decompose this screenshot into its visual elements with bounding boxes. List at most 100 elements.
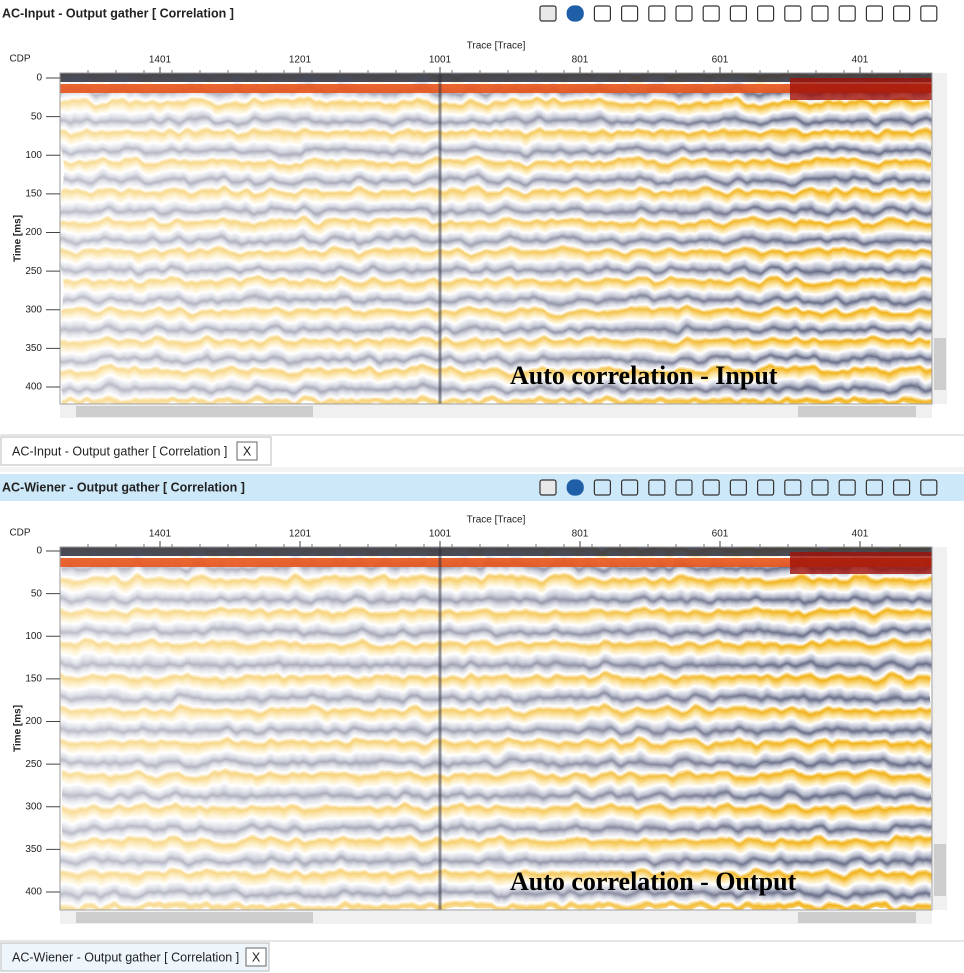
v-scrollbar xyxy=(933,73,947,404)
toolbar-button[interactable] xyxy=(756,479,775,496)
y-tick-label: 50 xyxy=(31,588,43,599)
tab-close-label: X xyxy=(252,950,261,964)
v-scrollbar xyxy=(933,547,947,910)
x-tick-label: 801 xyxy=(572,55,589,66)
x-tick-label: 401 xyxy=(852,529,869,540)
toolbar-button[interactable] xyxy=(920,5,938,22)
toolbar-button[interactable] xyxy=(593,479,612,496)
tab-label: AC-Wiener - Output gather [ Correlation … xyxy=(12,950,239,964)
toolbar-button[interactable] xyxy=(539,479,557,496)
tab-close-label: X xyxy=(243,444,252,458)
toolbar-button[interactable] xyxy=(702,5,720,22)
h-scroll-thumb[interactable] xyxy=(76,912,313,923)
x-tick-label: 601 xyxy=(712,55,729,66)
tab-close-button[interactable] xyxy=(245,947,267,967)
h-scroll-thumb-right xyxy=(798,912,916,923)
title-bar xyxy=(0,474,964,501)
top-dark-band xyxy=(60,547,932,556)
toolbar-button[interactable] xyxy=(620,5,639,22)
x-tick-label: 1001 xyxy=(429,55,452,66)
toolbar-button[interactable] xyxy=(865,5,884,22)
overlay-text: Auto correlation - Input xyxy=(510,361,778,390)
top-red-band xyxy=(60,558,932,567)
seismic-fade xyxy=(60,547,932,910)
toolbar-button[interactable] xyxy=(593,5,612,22)
v-scroll-thumb[interactable] xyxy=(934,844,946,896)
plot-frame xyxy=(59,72,933,405)
y-tick-label: 100 xyxy=(25,631,42,642)
cdp-label: CDP xyxy=(9,528,30,539)
y-tick-label: 150 xyxy=(25,189,42,200)
toolbar-button[interactable] xyxy=(675,479,693,496)
y-axis-label: Time [ms] xyxy=(13,705,24,752)
seismic-image xyxy=(60,73,932,404)
top-red-band xyxy=(60,84,932,93)
toolbar-button[interactable] xyxy=(620,479,639,496)
x-tick-label: 1001 xyxy=(429,529,452,540)
toolbar-button[interactable] xyxy=(892,5,911,22)
strong-zone xyxy=(790,78,932,100)
toolbar-button[interactable] xyxy=(648,5,666,22)
toolbar-button[interactable] xyxy=(838,5,856,22)
splitter xyxy=(0,467,964,472)
toolbar-button[interactable] xyxy=(865,479,884,496)
y-axis-label: Time [ms] xyxy=(13,215,24,262)
toolbar-button[interactable] xyxy=(566,5,584,22)
panel-title: AC-Wiener - Output gather [ Correlation … xyxy=(2,480,245,494)
y-tick-label: 400 xyxy=(25,382,42,393)
y-tick-label: 0 xyxy=(36,546,42,557)
toolbar-button[interactable] xyxy=(811,5,829,22)
tab[interactable] xyxy=(0,436,272,466)
toolbar-button[interactable] xyxy=(729,5,748,22)
x-axis-label: Trace [Trace] xyxy=(467,515,526,526)
strong-zone xyxy=(790,552,932,574)
h-scroll-thumb[interactable] xyxy=(76,406,313,417)
y-tick-label: 200 xyxy=(25,716,42,727)
seismic-image xyxy=(60,547,932,910)
toolbar-button[interactable] xyxy=(811,479,829,496)
tab-close-button[interactable] xyxy=(236,441,258,461)
x-tick-label: 1201 xyxy=(289,529,312,540)
toolbar-button[interactable] xyxy=(838,479,856,496)
toolbar-button[interactable] xyxy=(539,5,557,22)
y-tick-label: 200 xyxy=(25,227,42,238)
x-tick-label: 601 xyxy=(712,529,729,540)
toolbar-button[interactable] xyxy=(566,479,584,496)
x-tick-label: 401 xyxy=(852,55,869,66)
y-tick-label: 0 xyxy=(36,73,42,84)
x-tick-label: 1401 xyxy=(149,55,172,66)
y-tick-label: 250 xyxy=(25,266,42,277)
tab[interactable] xyxy=(0,942,270,972)
y-tick-label: 350 xyxy=(25,343,42,354)
y-tick-label: 300 xyxy=(25,801,42,812)
toolbar-button[interactable] xyxy=(702,479,720,496)
overlay-text: Auto correlation - Output xyxy=(510,867,797,896)
top-dark-band xyxy=(60,73,932,82)
y-tick-label: 300 xyxy=(25,304,42,315)
toolbar-button[interactable] xyxy=(675,5,693,22)
plot-frame xyxy=(59,546,933,911)
toolbar-button[interactable] xyxy=(784,5,802,22)
seismic-fade xyxy=(60,73,932,404)
toolbar-button[interactable] xyxy=(784,479,802,496)
y-tick-label: 150 xyxy=(25,674,42,685)
x-tick-label: 1201 xyxy=(289,55,312,66)
toolbar-button[interactable] xyxy=(920,479,938,496)
tab-label: AC-Input - Output gather [ Correlation ] xyxy=(12,444,227,458)
h-scroll-thumb-right xyxy=(798,406,916,417)
x-tick-label: 801 xyxy=(572,529,589,540)
toolbar-button[interactable] xyxy=(756,5,775,22)
y-tick-label: 350 xyxy=(25,844,42,855)
panel-title: AC-Input - Output gather [ Correlation ] xyxy=(2,6,234,20)
title-bar xyxy=(0,0,964,27)
y-tick-label: 50 xyxy=(31,111,43,122)
toolbar-button[interactable] xyxy=(648,479,666,496)
y-tick-label: 250 xyxy=(25,759,42,770)
cdp-label: CDP xyxy=(9,54,30,65)
y-tick-label: 400 xyxy=(25,887,42,898)
toolbar-button[interactable] xyxy=(892,479,911,496)
toolbar-button[interactable] xyxy=(729,479,748,496)
y-tick-label: 100 xyxy=(25,150,42,161)
v-scroll-thumb[interactable] xyxy=(934,338,946,390)
